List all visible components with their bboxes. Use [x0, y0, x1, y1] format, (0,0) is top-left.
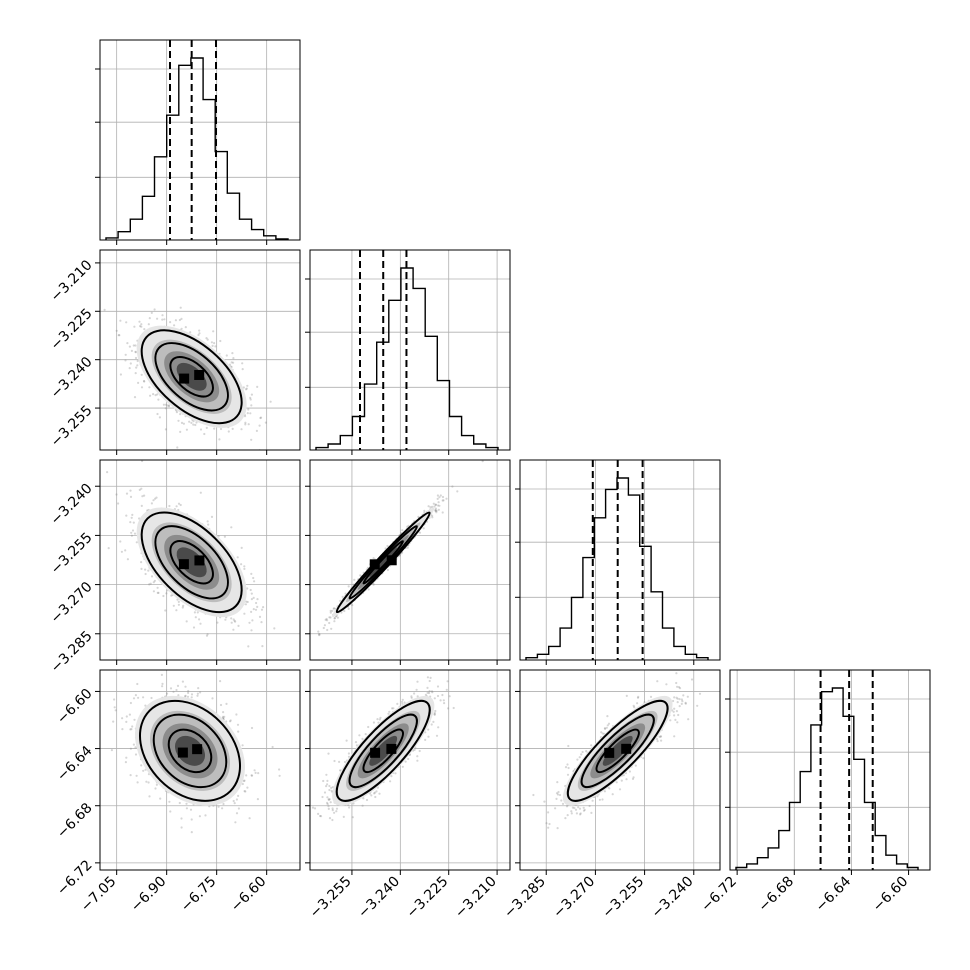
- density-fill: [175, 735, 206, 766]
- histogram-panel-p3: [725, 669, 931, 875]
- density-contour: [348, 525, 418, 600]
- tick-label-y-p2: −3.240: [48, 481, 96, 529]
- density-peak: [194, 369, 205, 380]
- tick-label-x-p2: −3.285: [501, 874, 549, 922]
- panel-frame: [99, 459, 301, 661]
- tick-label-x-p0: −6.60: [228, 874, 270, 916]
- panel-frame: [519, 459, 721, 661]
- tick-label-x-p1: −3.240: [355, 874, 403, 922]
- density-peak: [386, 743, 397, 754]
- density-contour: [362, 728, 404, 774]
- density-peak: [194, 555, 205, 566]
- density-peak: [604, 747, 615, 758]
- panel-frame: [309, 669, 511, 871]
- scatter-panel-p0-p2: [95, 459, 301, 665]
- tick-label-x-p2: −3.255: [599, 874, 647, 922]
- tick-label-y-p3: −6.60: [54, 686, 96, 728]
- tick-label-x-p2: −3.270: [550, 874, 598, 922]
- tick-label-x-p2: −3.240: [649, 874, 697, 922]
- density-contour: [169, 356, 214, 398]
- density-fill: [176, 362, 207, 391]
- scatter-panel-p1-p2: [305, 459, 511, 665]
- tick-label-y-p3: −6.68: [54, 800, 96, 842]
- panel-frame: [99, 39, 301, 241]
- density-peak: [192, 744, 203, 755]
- density-peak: [386, 555, 397, 566]
- histogram-bars-p3: [735, 687, 919, 870]
- density-contour: [595, 728, 640, 774]
- panel-frame: [309, 459, 511, 661]
- density-fill: [602, 735, 633, 766]
- density-contour: [362, 540, 404, 585]
- tick-label-x-p3: −6.64: [813, 873, 855, 915]
- tick-label-x-p1: −3.210: [452, 874, 500, 922]
- density-fill: [176, 547, 207, 578]
- density-contour: [154, 525, 229, 600]
- scatter-panel-p1-p3: [305, 669, 511, 875]
- density-contour: [152, 713, 228, 789]
- density-peak: [178, 559, 189, 570]
- panel-frame: [99, 669, 301, 871]
- density-fill: [369, 735, 398, 766]
- density-contour: [140, 329, 243, 425]
- tick-label-y-p2: −3.285: [48, 628, 96, 676]
- histogram-bars-p0: [105, 57, 289, 240]
- panel-frame: [729, 669, 931, 871]
- tick-label-y-p3: −6.64: [54, 743, 96, 785]
- tick-label-x-p0: −6.90: [128, 874, 170, 916]
- density-fill: [369, 547, 398, 578]
- panel-frame: [99, 249, 301, 451]
- tick-label-x-p1: −3.255: [307, 874, 355, 922]
- panel-frame: [309, 249, 511, 451]
- scatter-panel-p0-p1: [95, 249, 301, 455]
- density-peak: [369, 559, 380, 570]
- density-contour: [154, 342, 229, 412]
- density-contour: [566, 699, 669, 802]
- density-contour: [335, 699, 431, 802]
- density-peak: [177, 747, 188, 758]
- density-contour: [335, 511, 431, 614]
- scatter-panel-p2-p3: [515, 669, 721, 875]
- tick-label-y-p2: −3.270: [48, 579, 96, 627]
- density-peak: [179, 373, 190, 384]
- density-contour: [348, 713, 418, 789]
- tick-label-x-p3: −6.72: [698, 874, 740, 916]
- panel-frame: [519, 669, 721, 871]
- tick-label-y-p1: −3.225: [48, 306, 96, 354]
- tick-label-x-p3: −6.60: [870, 874, 912, 916]
- density-contour: [169, 540, 214, 585]
- tick-label-x-p1: −3.225: [404, 874, 452, 922]
- scatter-panel-p0-p3: [95, 669, 301, 875]
- tick-label-x-p3: −6.68: [755, 874, 797, 916]
- tick-label-x-p0: −6.75: [178, 874, 220, 916]
- tick-label-y-p1: −3.210: [48, 257, 96, 305]
- density-contour: [167, 728, 213, 774]
- tick-label-y-p1: −3.240: [48, 354, 96, 402]
- tick-label-y-p2: −3.255: [48, 530, 96, 578]
- tick-label-y-p1: −3.255: [48, 402, 96, 450]
- density-peak: [370, 747, 381, 758]
- histogram-panel-p0: [95, 39, 301, 245]
- density-contour: [580, 713, 655, 789]
- density-peak: [621, 743, 632, 754]
- density-contour: [140, 511, 243, 614]
- histogram-panel-p1: [305, 249, 511, 455]
- histogram-panel-p2: [515, 459, 721, 665]
- density-contour: [139, 699, 242, 802]
